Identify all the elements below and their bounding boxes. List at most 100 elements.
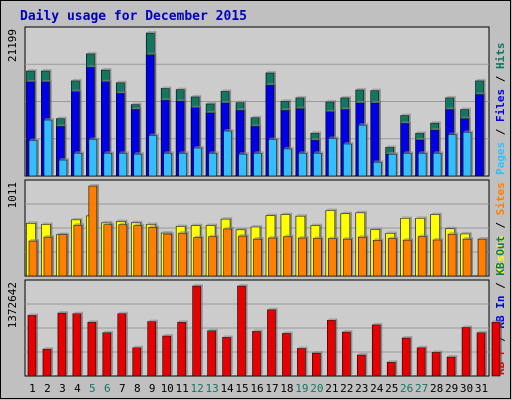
panel2-sites-bar-15-face	[238, 235, 247, 277]
chart-title: Daily usage for December 2015	[20, 9, 247, 24]
panel3-kb-f-bar-29-face	[446, 356, 456, 377]
panel1-pages-bar-5-side	[96, 137, 99, 176]
panel1-legend-item-4: Hits	[494, 43, 507, 70]
panel3-kb-f-bar-22	[342, 330, 353, 377]
panel2-sites-bar-31	[477, 237, 489, 277]
panel3-kb-f-bar-9	[147, 319, 158, 377]
panel2-sites-bar-13-top	[208, 234, 219, 237]
chart-panels: 21199 Pages / Files / Hits 1011 Visits / Si…	[6, 26, 507, 377]
panel1-hits-bar-27-top	[415, 131, 426, 134]
panel1-pages-bar-28-top	[433, 151, 444, 154]
panel1-pages-bar-26-face	[402, 152, 412, 177]
panel1-pages-bar-10-side	[171, 151, 174, 176]
panel2-sites-bar-18-face	[283, 236, 292, 277]
x-tick-label-5: 5	[89, 382, 96, 395]
panel1-group: 21199 Pages / Files / Hits	[6, 26, 507, 177]
panel2-sites-bar-12	[193, 235, 204, 277]
panel3-kb-f-bar-4-side	[80, 311, 83, 376]
panel2-sites-bar-10-face	[163, 233, 173, 277]
panel1-pages-bar-19-side	[306, 151, 309, 176]
panel3-kb-f-bar-11	[177, 320, 188, 377]
panel2-visits-bar-7-top	[116, 219, 128, 222]
panel1-pages-bar-12-top	[193, 145, 204, 148]
panel1-pages-bar-11-top	[178, 151, 189, 154]
panel1-files-bar-24-top	[370, 101, 381, 104]
panel3-kb-f-bar-19	[297, 346, 308, 377]
panel2-sites-bar-9	[148, 225, 159, 277]
panel2-sites-bar-26	[402, 238, 414, 277]
panel1-pages-bar-1-top	[29, 138, 39, 141]
panel1-files-bar-6-top	[101, 79, 112, 82]
panel2-sites-bar-18-side	[291, 234, 294, 276]
panel3-kb-f-bar-28-face	[431, 352, 441, 377]
panel3-kb-f-bar-30	[461, 325, 473, 377]
panel2-sites-bar-5-side	[96, 184, 99, 276]
panel2-sites-bar-30-side	[471, 237, 474, 276]
panel2-legend-item-0: Visits	[494, 235, 507, 275]
panel2-sites-bar-1-face	[28, 240, 38, 277]
panel1-pages-bar-17-face	[268, 139, 277, 177]
panel1-pages-bar-15-top	[238, 152, 249, 155]
panel1-pages-bar-28-face	[432, 152, 442, 177]
panel2-sites-bar-29	[447, 232, 459, 277]
x-tick-label-8: 8	[134, 382, 141, 395]
panel2-sites-bar-2-side	[51, 235, 54, 276]
panel2-sites-bar-16-top	[253, 237, 264, 240]
panel3-kb-f-bar-20-face	[312, 352, 321, 377]
panel1-pages-bar-27	[417, 151, 429, 177]
panel2-visits-bar-20-top	[310, 223, 322, 226]
panel3-kb-f-bar-24-side	[380, 322, 383, 376]
panel1-pages-bar-6-top	[103, 151, 114, 154]
panel1-hits-bar-15-top	[236, 100, 247, 103]
panel1-pages-bar-23-face	[357, 124, 367, 177]
panel2-sites-bar-1-side	[37, 239, 39, 276]
panel2-sites-bar-31-top	[478, 237, 489, 240]
x-tick-label-12: 12	[191, 382, 204, 395]
panel1-pages-bar-14	[223, 129, 234, 177]
panel1-hits-bar-1-top	[26, 68, 37, 71]
panel1-pages-bar-4-side	[81, 151, 84, 176]
panel1-files-bar-19-top	[295, 106, 306, 109]
panel3-ymax-label: 1372642	[6, 282, 19, 328]
panel1-pages-bar-18-side	[291, 146, 294, 176]
panel1-pages-bar-8-top	[133, 152, 144, 155]
panel1-pages-bar-27-side	[426, 151, 429, 176]
panel2-sites-bar-23	[357, 235, 369, 277]
panel1-pages-bar-3-top	[58, 158, 69, 161]
panel3-kb-f-bar-30-face	[461, 327, 471, 377]
panel1-pages-bar-24	[372, 160, 384, 177]
panel2-sites-bar-22-face	[343, 238, 352, 277]
panel1-legend-item-3: /	[494, 69, 507, 89]
panel2-sites-bar-28-face	[432, 239, 442, 277]
panel1-hits-bar-30-top	[460, 107, 471, 110]
panel2-visits-bar-14-top	[221, 217, 233, 220]
panel1-pages-bar-13-face	[208, 152, 217, 177]
panel1-hits-bar-11-top	[176, 87, 187, 90]
panel1-pages-bar-29-top	[448, 132, 459, 135]
x-axis-labels: 1 2 3 4 5 6 7 8 9 10 11 12 13 14 15 16 17 18 19 20 21 22 23 24 2…	[29, 382, 488, 395]
x-tick-label-2: 2	[44, 382, 51, 395]
panel2-sites-bar-14	[223, 226, 234, 277]
x-tick-label-11: 11	[176, 382, 189, 395]
panel3-kb-f-bar-13-face	[207, 330, 216, 377]
panel3-kb-f-bar-21	[327, 318, 338, 377]
panel1-pages-bar-1	[28, 138, 39, 177]
panel1-pages-bar-30-side	[471, 130, 474, 176]
panel1-pages-bar-28	[432, 151, 444, 177]
panel2-sites-bar-21-top	[328, 236, 339, 239]
panel2-visits-bar-24-top	[370, 227, 382, 230]
panel3-kb-f-bar-13-side	[215, 328, 218, 376]
panel1-pages-bar-9-top	[148, 133, 159, 136]
panel3-kb-f-bar-1-top	[28, 313, 38, 316]
panel2-visits-bar-6-top	[101, 220, 113, 223]
panel3-kb-f-bar-6	[102, 330, 113, 377]
panel2-sites-bar-30-face	[462, 238, 472, 277]
panel1-pages-bar-21	[328, 136, 339, 177]
panel1-pages-bar-15-side	[246, 152, 249, 176]
panel1-hits-bar-3-top	[56, 116, 67, 119]
panel1-hits-bar-16-top	[251, 115, 262, 118]
panel3-kb-f-bar-31-top	[477, 330, 488, 333]
panel3-kb-f-bar-3	[57, 311, 68, 377]
panel2-sites-bar-10	[163, 232, 174, 277]
panel1-files-bar-31-top	[475, 92, 486, 95]
